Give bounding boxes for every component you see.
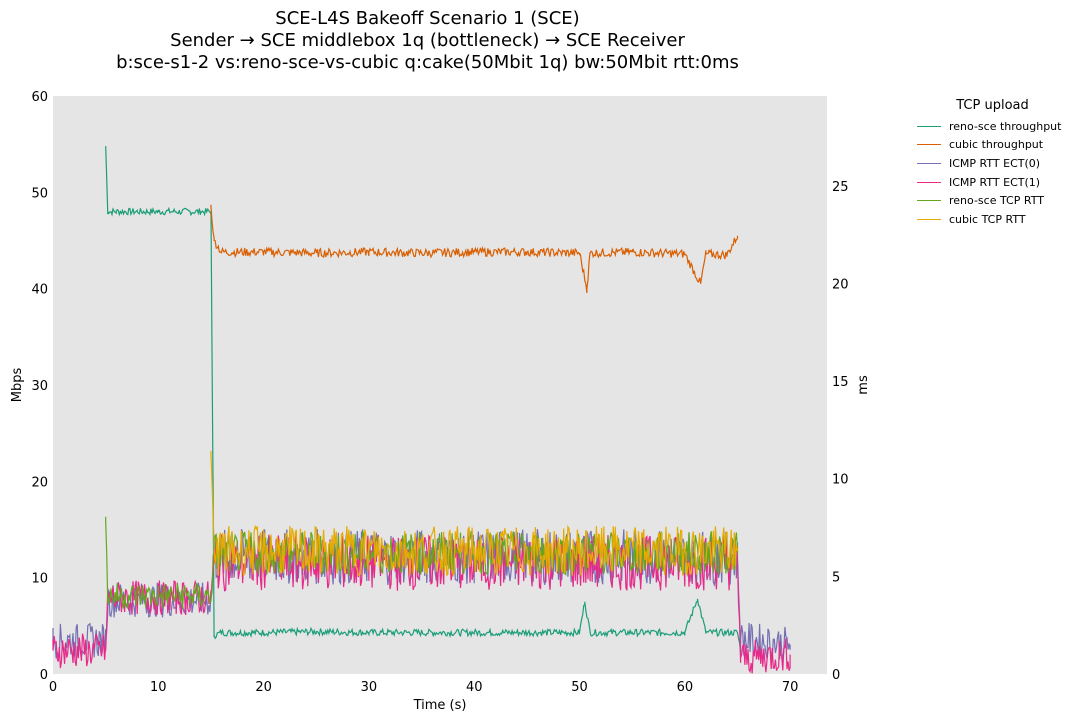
- x-tick-label: 50: [571, 680, 588, 695]
- legend-swatch: [917, 218, 941, 220]
- legend-item: reno-sce TCP RTT: [905, 191, 1080, 210]
- legend-label: reno-sce TCP RTT: [949, 194, 1044, 208]
- legend-label: cubic throughput: [949, 138, 1044, 152]
- y-left-tick-label: 10: [31, 572, 48, 587]
- legend-item: reno-sce throughput: [905, 117, 1080, 136]
- y-axis-right-label: ms: [856, 375, 871, 395]
- y-right-tick-label: 25: [832, 180, 849, 195]
- legend-swatch: [917, 181, 941, 183]
- series-line-cubic-throughput: [210, 204, 739, 293]
- x-axis-label: Time (s): [413, 698, 467, 713]
- legend-items: reno-sce throughput cubic throughput ICMP …: [905, 117, 1080, 229]
- y-left-tick-label: 60: [31, 90, 48, 105]
- x-tick-label: 30: [361, 680, 378, 695]
- legend-label: ICMP RTT ECT(1): [949, 175, 1041, 189]
- legend-swatch: [917, 162, 941, 164]
- legend-label: cubic TCP RTT: [949, 212, 1026, 226]
- y-right-tick-label: 20: [832, 277, 849, 292]
- series-line-reno-sce-throughput: [105, 146, 742, 653]
- legend-swatch: [917, 144, 941, 146]
- legend-label: ICMP RTT ECT(0): [949, 156, 1041, 170]
- legend-swatch: [917, 125, 941, 127]
- y-right-tick-label: 5: [832, 570, 840, 585]
- chart-title: SCE-L4S Bakeoff Scenario 1 (SCE) Sender …: [0, 8, 855, 74]
- series-line-reno-sce-tcp-rtt: [105, 516, 739, 609]
- legend-item: cubic throughput: [905, 136, 1080, 155]
- chart-title-line-2: Sender → SCE middlebox 1q (bottleneck) →…: [170, 30, 685, 51]
- x-tick-label: 70: [782, 680, 799, 695]
- tick-layer: 0 10 20 30 40 50 60 70 0 10 20 30 40 50 60 0 5 10 15 20 25: [31, 90, 848, 695]
- y-left-tick-label: 20: [31, 475, 48, 490]
- chart-title-line-3: b:sce-s1-2 vs:reno-sce-vs-cubic q:cake(5…: [116, 52, 739, 73]
- x-tick-label: 40: [466, 680, 483, 695]
- y-right-tick-label: 15: [832, 375, 849, 390]
- y-left-tick-label: 50: [31, 186, 48, 201]
- legend-title: TCP upload: [956, 98, 1029, 113]
- chart-title-line-1: SCE-L4S Bakeoff Scenario 1 (SCE): [275, 8, 580, 29]
- x-tick-label: 10: [150, 680, 167, 695]
- y-left-tick-label: 0: [40, 668, 48, 683]
- x-tick-label: 0: [49, 680, 57, 695]
- y-left-tick-label: 40: [31, 283, 48, 298]
- legend-item: cubic TCP RTT: [905, 210, 1080, 229]
- legend: TCP upload reno-sce throughput cubic thro…: [905, 98, 1080, 229]
- legend-label: reno-sce throughput: [949, 119, 1062, 133]
- series-line-cubic-tcp-rtt: [210, 450, 739, 578]
- x-tick-label: 60: [677, 680, 694, 695]
- series-layer: [52, 146, 791, 674]
- legend-swatch: [917, 200, 941, 202]
- y-right-tick-label: 10: [832, 473, 849, 488]
- y-left-tick-label: 30: [31, 379, 48, 394]
- legend-item: ICMP RTT ECT(1): [905, 173, 1080, 192]
- x-tick-label: 20: [255, 680, 272, 695]
- legend-item: ICMP RTT ECT(0): [905, 154, 1080, 173]
- series-line-icmp-rtt-ect-0: [52, 528, 791, 661]
- y-right-tick-label: 0: [832, 668, 840, 683]
- y-axis-left-label: Mbps: [10, 368, 25, 403]
- plot-area: [53, 96, 827, 674]
